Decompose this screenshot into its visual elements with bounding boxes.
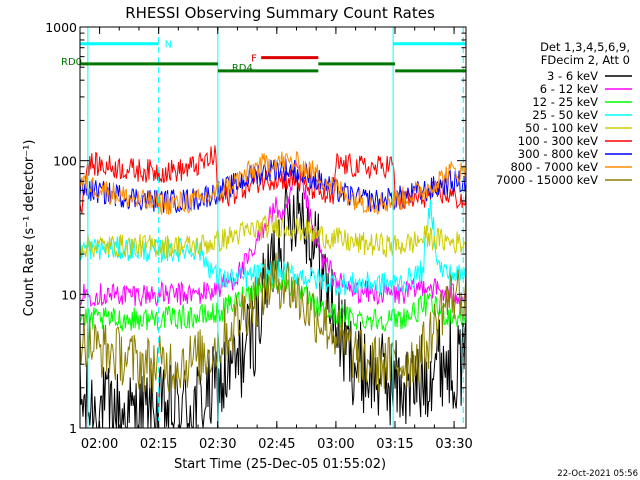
chart-title: RHESSI Observing Summary Count Rates xyxy=(125,4,435,22)
annotation-label-f: F xyxy=(251,54,257,65)
series-line-8 xyxy=(79,151,467,215)
legend-header-line-2: FDecim 2, Att 0 xyxy=(541,53,630,67)
annotation-label-rd4: RD4 xyxy=(232,63,253,74)
x-tick-label-7: 03:30 xyxy=(435,437,472,452)
x-tick-label-4: 02:45 xyxy=(258,437,295,452)
plot-area: N F RD0 RD4 xyxy=(61,27,467,429)
series-line-4 xyxy=(79,192,467,296)
y-tick-label-2: 10 xyxy=(61,287,77,302)
legend: Det 1,3,4,5,6,9, FDecim 2, Att 0 3 - 6 k… xyxy=(496,40,632,187)
footer-timestamp: 22-Oct-2021 05:56 xyxy=(557,469,638,479)
plot-frame xyxy=(79,26,467,429)
legend-label-2: 6 - 12 keV xyxy=(540,82,598,96)
legend-label-4: 25 - 50 keV xyxy=(532,108,598,122)
series-line-5 xyxy=(79,214,467,260)
x-tick-label-5: 03:00 xyxy=(317,437,354,452)
x-tick-label-6: 03:15 xyxy=(376,437,413,452)
legend-label-5: 50 - 100 keV xyxy=(525,121,598,135)
legend-header-line-1: Det 1,3,4,5,6,9, xyxy=(540,40,630,54)
y-axis-ticks: 1 10 100 1000 xyxy=(45,20,466,436)
x-tick-label-1: 02:00 xyxy=(81,437,118,452)
series-line-1 xyxy=(79,175,467,429)
legend-label-8: 800 - 7000 keV xyxy=(510,160,598,174)
legend-label-3: 12 - 25 keV xyxy=(532,95,598,109)
axes xyxy=(79,26,467,429)
legend-label-6: 100 - 300 keV xyxy=(518,134,598,148)
y-tick-label-4: 1000 xyxy=(45,20,77,35)
legend-label-9: 7000 - 15000 keV xyxy=(496,173,598,187)
annotation-label-rd0: RD0 xyxy=(61,57,82,68)
series-line-6 xyxy=(79,145,467,214)
x-axis-label: Start Time (25-Dec-05 01:55:02) xyxy=(174,457,386,472)
x-tick-label-3: 02:30 xyxy=(199,437,236,452)
x-axis-ticks: 02:00 02:15 02:30 02:45 03:00 03:15 03:30 xyxy=(81,27,473,452)
y-tick-label-3: 100 xyxy=(53,154,77,169)
legend-label-7: 300 - 800 keV xyxy=(518,147,598,161)
y-tick-label-1: 1 xyxy=(69,421,77,436)
legend-label-1: 3 - 6 keV xyxy=(547,69,598,83)
y-axis-label: Count Rate (s⁻¹ detector⁻¹) xyxy=(22,140,37,317)
series-line-3 xyxy=(79,270,467,332)
annotation-label-n: N xyxy=(165,40,172,51)
x-tick-label-2: 02:15 xyxy=(140,437,177,452)
series-line-9 xyxy=(79,252,467,394)
